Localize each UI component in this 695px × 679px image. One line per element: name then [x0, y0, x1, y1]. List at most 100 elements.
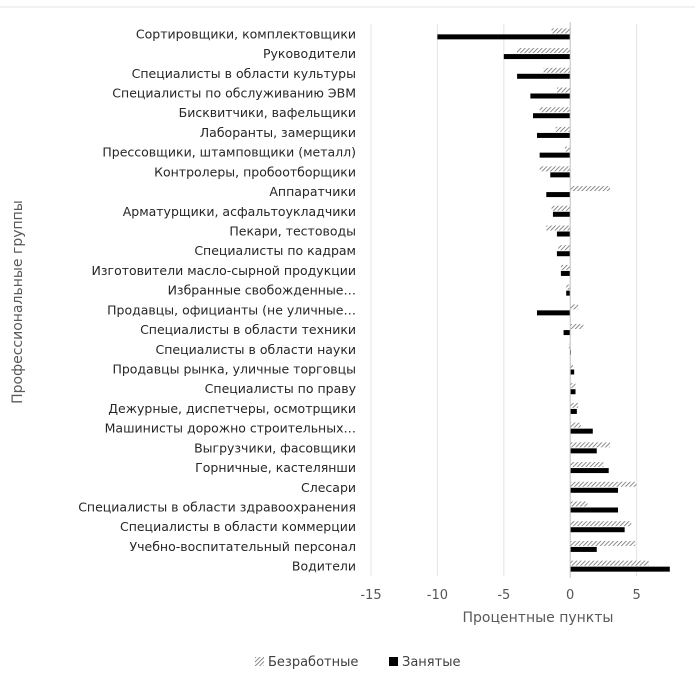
bar-employed — [517, 73, 571, 79]
category-label: Продавцы рынка, уличные торговцы — [112, 362, 356, 377]
x-tick-label: -15 — [360, 588, 381, 603]
bar-unemployed — [570, 481, 637, 487]
bar-unemployed — [539, 107, 571, 113]
bar-unemployed — [539, 166, 571, 172]
bar-unemployed — [570, 442, 611, 448]
x-tick-label: -5 — [497, 588, 510, 603]
bar-unemployed — [551, 205, 571, 211]
category-label: Лаборанты, замерщики — [200, 125, 356, 140]
y-axis-title: Профессиональные группы — [10, 200, 26, 404]
bar-employed — [570, 369, 575, 375]
category-label: Контролеры, пробоотборщики — [154, 164, 356, 179]
bar-employed — [570, 566, 670, 572]
bar-employed — [570, 448, 597, 454]
category-label: Горничные, кастелянши — [195, 460, 356, 475]
x-tick-label: -10 — [427, 588, 448, 603]
legend-label-employed: Занятые — [402, 655, 460, 670]
category-label: Специалисты в области коммерции — [120, 519, 356, 534]
category-label: Дежурные, диспетчеры, осмотрщики — [108, 401, 356, 416]
bar-unemployed — [568, 343, 571, 349]
bar-employed — [570, 428, 593, 434]
bar-employed — [570, 507, 619, 513]
bar-unemployed — [570, 363, 573, 369]
category-label: Специалисты по кадрам — [194, 243, 356, 258]
bar-unemployed — [570, 422, 581, 428]
bar-employed — [533, 113, 571, 119]
bar-employed — [539, 152, 571, 158]
bar-employed — [570, 408, 577, 414]
category-label: Специалисты в области техники — [140, 322, 356, 337]
bar-unemployed — [570, 186, 611, 192]
bar-employed — [570, 527, 625, 533]
category-label: Водители — [292, 559, 356, 574]
bar-employed — [550, 172, 571, 178]
bar-employed — [537, 310, 571, 316]
bar-unemployed — [560, 264, 571, 270]
category-label: Специалисты по праву — [205, 381, 357, 396]
category-label: Бисквитчики, вафельщики — [179, 105, 356, 120]
category-label: Специалисты в области науки — [156, 342, 357, 357]
grid-lines — [370, 24, 638, 576]
bar-employed — [556, 231, 571, 237]
legend-label-unemployed: Безработные — [268, 655, 358, 670]
bar-employed — [570, 468, 609, 474]
category-label: Прессовщики, штамповщики (металл) — [102, 145, 356, 160]
legend-swatch-unemployed — [255, 657, 264, 666]
bar-unemployed — [570, 462, 604, 468]
category-label: Выгрузчики, фасовщики — [194, 440, 356, 455]
category-label: Специалисты в области культуры — [132, 66, 356, 81]
bar-employed — [560, 270, 571, 276]
x-axis-title: Процентные пункты — [463, 610, 614, 626]
category-label: Руководители — [263, 46, 356, 61]
category-label: Аппаратчики — [269, 184, 356, 199]
category-label: Арматурщики, асфальтоукладчики — [123, 204, 356, 219]
category-label: Сортировщики, комплектовщики — [136, 26, 356, 41]
category-labels: Сортировщики, комплектовщики Руководители… — [78, 26, 356, 573]
legend: Безработные Занятые — [255, 655, 460, 670]
bars — [437, 28, 670, 572]
bar-employed — [563, 330, 571, 336]
bar-employed — [546, 192, 571, 198]
bar-unemployed — [570, 540, 636, 546]
bar-employed — [570, 546, 597, 552]
bar-employed — [570, 389, 576, 395]
bar-unemployed — [556, 87, 571, 93]
bar-unemployed — [555, 126, 571, 132]
bar-unemployed — [517, 48, 571, 54]
bar-unemployed — [570, 324, 584, 330]
bar-unemployed — [570, 383, 576, 389]
bar-unemployed — [564, 146, 571, 152]
bar-employed — [437, 34, 571, 40]
bar-unemployed — [546, 225, 571, 231]
bar-employed — [537, 132, 571, 138]
bar-employed — [530, 93, 571, 99]
bar-unemployed — [570, 560, 649, 566]
bar-unemployed — [570, 304, 579, 310]
category-label: Специалисты в области здравоохранения — [78, 500, 356, 515]
bar-employed — [566, 290, 571, 296]
legend-swatch-employed — [389, 657, 398, 666]
category-label: Учебно-воспитательный персонал — [130, 539, 356, 554]
category-label: Слесари — [301, 480, 356, 495]
bar-unemployed — [570, 521, 632, 527]
category-label: Специалисты по обслуживанию ЭВМ — [112, 86, 356, 101]
bar-unemployed — [566, 284, 571, 290]
category-label: Изготовители масло-сырной продукции — [92, 263, 357, 278]
bar-employed — [503, 54, 571, 60]
x-tick-label: 5 — [632, 588, 640, 603]
bar-unemployed — [551, 28, 571, 34]
category-label: Избранные свобожденные… — [168, 283, 356, 298]
bar-unemployed — [570, 402, 579, 408]
bar-employed — [552, 211, 571, 217]
bar-unemployed — [570, 501, 588, 507]
category-label: Продавцы, официанты (не уличные… — [107, 302, 356, 317]
bar-unemployed — [558, 245, 571, 251]
bar-employed — [570, 487, 619, 493]
x-tick-labels: -15-10-5051 — [360, 588, 640, 603]
bar-employed — [556, 251, 571, 257]
x-tick-label: 0 — [566, 588, 574, 603]
category-label: Пекари, тестоводы — [229, 224, 356, 239]
